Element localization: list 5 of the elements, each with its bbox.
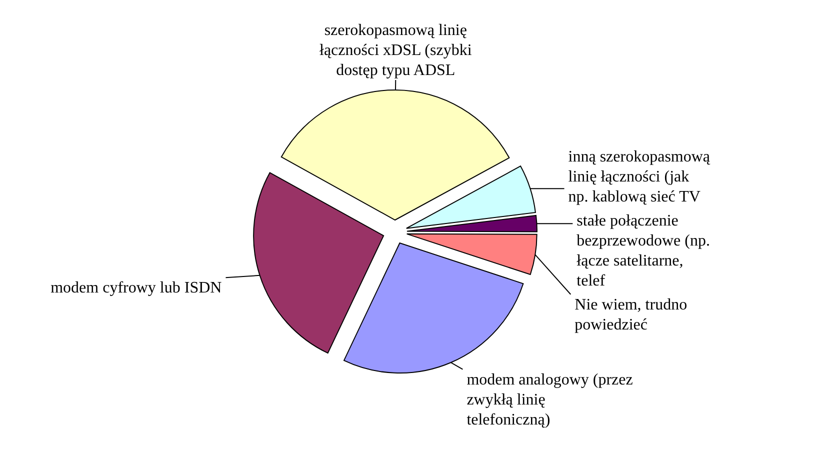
slice-label: stałe połączenie bezprzewodowe (np. łącze satelitarne, telef xyxy=(576,212,710,290)
slice-label: Nie wiem, trudno powiedzieć xyxy=(574,296,688,334)
slice-label: szerokopasmową linię łączności xDSL (szybki dostęp typu ADSL xyxy=(320,22,472,79)
legend-label: modem analogowy (przez zwykłą linię telefoniczną) xyxy=(466,371,633,428)
slice-label: modem cyfrowy lub ISDN xyxy=(50,280,222,297)
